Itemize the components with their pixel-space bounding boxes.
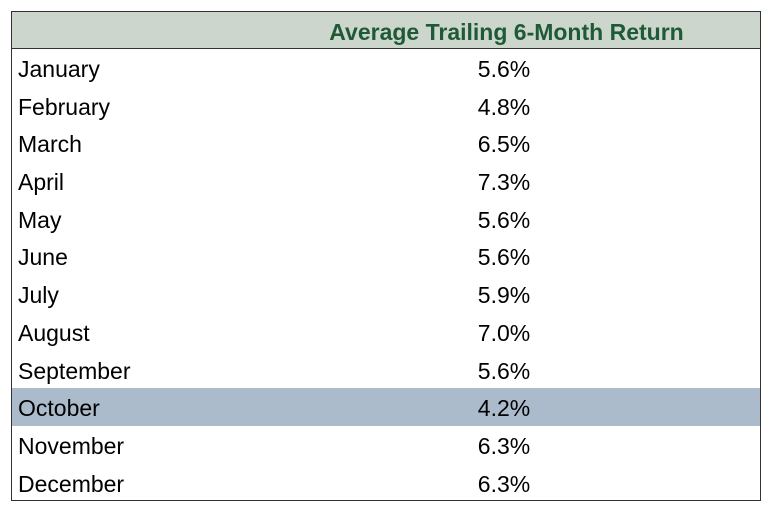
return-value: 6.5% — [477, 131, 531, 158]
month-label: April — [18, 169, 65, 196]
return-value: 6.3% — [477, 470, 531, 497]
return-value: 5.6% — [477, 56, 531, 82]
table-header-row: Average Trailing 6-Month Return — [12, 12, 760, 49]
table-row: June 5.6% — [12, 237, 760, 275]
column-header-average-return: Average Trailing 6-Month Return — [329, 19, 684, 45]
month-label: June — [18, 244, 68, 271]
month-label: August — [18, 319, 90, 346]
month-label: March — [18, 131, 82, 158]
month-label: September — [18, 357, 131, 384]
return-value: 5.9% — [477, 282, 531, 309]
table-row: October 4.2% — [12, 388, 760, 426]
return-value: 5.6% — [477, 244, 531, 271]
table-row: January 5.6% — [12, 49, 760, 87]
month-label: February — [18, 93, 111, 120]
return-value: 7.3% — [477, 169, 531, 196]
month-label: December — [18, 470, 125, 497]
table-body: January 5.6% February 4.8% March 6.5% April 7.3… — [12, 49, 760, 501]
table-row: November 6.3% — [12, 426, 760, 464]
month-label: October — [18, 395, 100, 422]
month-label: May — [18, 206, 62, 233]
table-row: July 5.9% — [12, 275, 760, 313]
return-value: 5.6% — [477, 206, 531, 233]
return-value: 5.6% — [477, 357, 531, 384]
return-value: 7.0% — [477, 319, 531, 346]
returns-table: Average Trailing 6-Month Return January 5… — [11, 11, 761, 501]
month-label: July — [18, 282, 59, 309]
month-label: January — [18, 56, 100, 82]
month-label: November — [18, 432, 125, 459]
return-value: 4.8% — [477, 93, 531, 120]
table-row: March 6.5% — [12, 124, 760, 162]
table-row: August 7.0% — [12, 313, 760, 351]
return-value: 6.3% — [477, 432, 531, 459]
table-row: May 5.6% — [12, 200, 760, 238]
table-row: April 7.3% — [12, 162, 760, 200]
table-row: February 4.8% — [12, 87, 760, 125]
table-row: December 6.3% — [12, 464, 760, 502]
return-value: 4.2% — [477, 395, 531, 422]
table-row: September 5.6% — [12, 351, 760, 389]
